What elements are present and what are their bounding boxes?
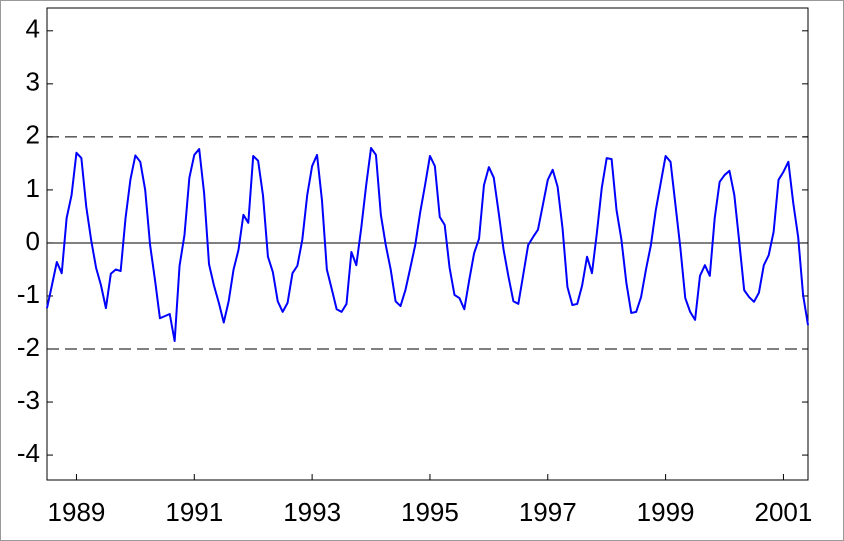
y-tick-label: -2 [17, 332, 40, 362]
y-tick-label: -4 [17, 438, 40, 468]
y-tick-label: 1 [26, 173, 40, 203]
series-line [46, 147, 809, 343]
x-tick-label: 1997 [519, 497, 577, 527]
x-tick-label: 1995 [401, 497, 459, 527]
x-tick-label: 1989 [48, 497, 106, 527]
y-tick-label: 0 [26, 226, 40, 256]
x-tick-label: 1999 [637, 497, 695, 527]
y-tick-label: 3 [26, 67, 40, 97]
y-tick-label: -3 [17, 385, 40, 415]
x-tick-label: 1993 [283, 497, 341, 527]
x-tick-label: 2001 [755, 497, 813, 527]
y-tick-label: -1 [17, 279, 40, 309]
x-tick-label: 1991 [165, 497, 223, 527]
y-tick-label: 2 [26, 120, 40, 150]
plot-area [46, 7, 809, 481]
y-tick-label: 4 [26, 14, 40, 44]
